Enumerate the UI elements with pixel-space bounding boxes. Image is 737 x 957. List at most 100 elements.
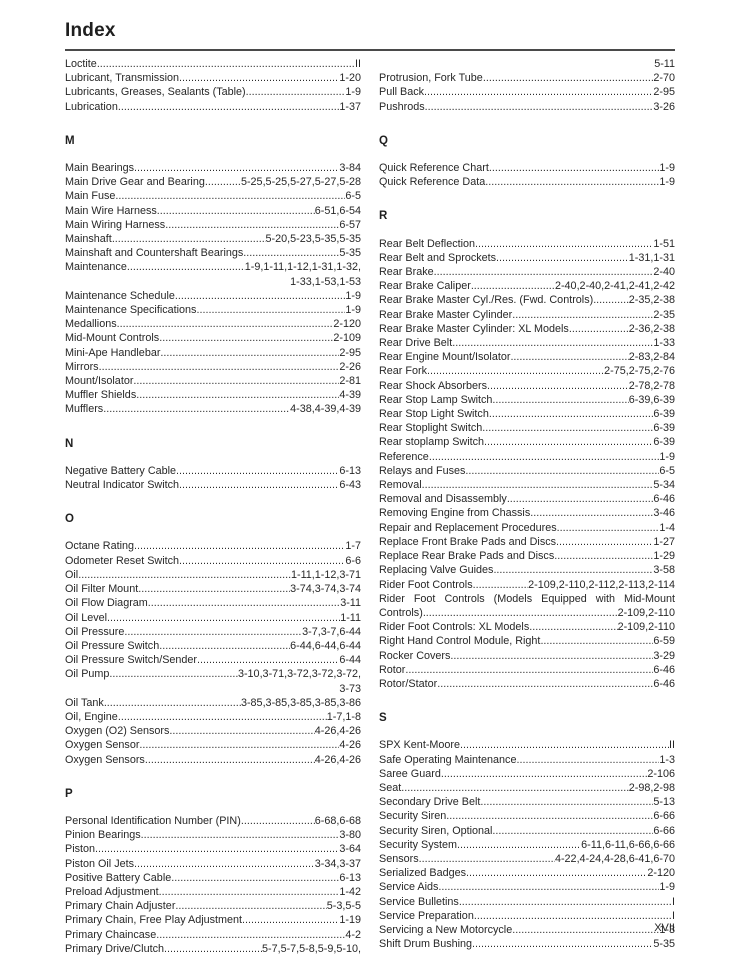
entry-pages: 6-57: [339, 218, 361, 231]
index-entry: Neutral Indicator Switch 6-43: [65, 478, 361, 492]
entry-term: Rear Fork: [379, 365, 427, 378]
entry-pages: 4-38,4-39,4-39: [290, 403, 361, 416]
entry-term: Rear Brake Master Cylinder: XL Models: [379, 322, 569, 335]
index-entry: Oxygen Sensor 4-26: [65, 738, 361, 752]
index-entry: Controls) 2-109,2-110: [379, 606, 675, 620]
entry-pages: 1-9: [345, 304, 361, 317]
index-entry: Secondary Drive Belt 5-13: [379, 795, 675, 809]
entry-term: Odometer Reset Switch: [65, 554, 180, 567]
entry-pages: 6-11,6-11,6-66,6-66: [581, 838, 675, 851]
entry-pages: 2-120: [333, 318, 361, 331]
dot-leader: [134, 161, 339, 175]
dot-leader: [171, 871, 339, 885]
dot-leader: [104, 696, 241, 710]
index-entry: Rider Foot Controls 2-109,2-110,2-112,2-1…: [379, 578, 675, 592]
entry-pages: 4-26: [339, 739, 361, 752]
entry-term: Saree Guard: [379, 767, 441, 780]
dot-leader: [496, 251, 629, 265]
entry-pages: 3-74,3-74,3-74: [290, 583, 361, 596]
index-entry: Right Hand Control Module, Right 6-59: [379, 634, 675, 648]
entry-term: Primary Drive/Clutch: [65, 942, 164, 955]
dot-leader: [460, 738, 669, 752]
entry-term: SPX Kent-Moore: [379, 739, 461, 752]
entry-term: Lubricants, Greases, Sealants (Table): [65, 86, 246, 99]
index-entry: Oil Pressure 3-7,3-7,6-44: [65, 625, 361, 639]
entry-pages: 2-70: [653, 72, 675, 85]
dot-leader: [593, 293, 629, 307]
entry-term: Preload Adjustment: [65, 885, 159, 898]
entry-term: Medallions: [65, 318, 117, 331]
entry-term: Security Siren: [379, 810, 447, 823]
entry-pages: 2-95: [653, 86, 675, 99]
entry-term: Replace Front Brake Pads and Discs: [379, 535, 557, 548]
entry-pages: 3-34,3-37: [314, 857, 361, 870]
index-entry: Negative Battery Cable 6-13: [65, 464, 361, 478]
entry-pages: 1-9: [345, 289, 361, 302]
dot-leader: [97, 57, 355, 71]
dot-leader: [557, 521, 660, 535]
dot-leader: [145, 753, 315, 767]
entry-pages: 3-64: [339, 843, 361, 856]
dot-leader: [118, 100, 340, 114]
index-entry: Quick Reference Chart 1-9: [379, 161, 675, 175]
dot-leader: [471, 279, 555, 293]
section-letter: P: [65, 787, 73, 800]
entry-term: Oil, Engine: [65, 710, 118, 723]
dot-leader: [196, 303, 345, 317]
index-entry: Mainshaft and Countershaft Bearings 5-35: [65, 246, 361, 260]
entry-term: Serialized Badges: [379, 867, 467, 880]
page-title: Index: [65, 20, 116, 41]
entry-pages: 2-35: [653, 308, 675, 321]
index-entry: Mini-Ape Handlebar 2-95: [65, 346, 361, 360]
entry-pages: 4-2: [345, 928, 361, 941]
entry-pages: 6-39: [653, 422, 675, 435]
entry-term: Oil: [65, 568, 79, 581]
index-entry: Positive Battery Cable 6-13: [65, 871, 361, 885]
entry-term: Rear Stop Lamp Switch: [379, 393, 493, 406]
dot-leader: [159, 331, 333, 345]
entry-pages: I: [672, 895, 675, 908]
index-entry: Oil Flow Diagram 3-11: [65, 596, 361, 610]
entry-term: Quick Reference Data: [379, 176, 486, 189]
entry-term: Oil Pump: [65, 668, 110, 681]
entry-pages: 2-81: [339, 375, 361, 388]
dot-leader: [452, 336, 653, 350]
entry-term: Primary Chain, Free Play Adjustment: [65, 914, 243, 927]
entry-pages: 2-83,2-84: [628, 351, 675, 364]
index-section-p: P Personal Identification Number (PIN) 6-6…: [65, 787, 361, 956]
dot-leader: [492, 824, 653, 838]
dot-leader: [429, 450, 660, 464]
dot-leader: [246, 85, 346, 99]
entry-pages: 1-51: [653, 237, 675, 250]
entry-term: Maintenance Schedule: [65, 289, 175, 302]
entry-term: Mufflers: [65, 403, 104, 416]
dot-leader: [405, 663, 653, 677]
entry-pages: 1-3: [659, 753, 675, 766]
entry-term: Loctite: [65, 58, 97, 70]
index-entry: Mid-Mount Controls 2-109: [65, 331, 361, 345]
entry-pages: 2-98,2-98: [628, 781, 675, 794]
index-entry: Replace Rear Brake Pads and Discs 1-29: [379, 549, 675, 563]
entry-pages: 6-13: [339, 464, 361, 477]
entry-pages: 6-59: [653, 635, 675, 648]
dot-leader: [529, 620, 617, 634]
entry-term: Personal Identification Number (PIN): [65, 814, 241, 827]
entry-term: Mid-Mount Controls: [65, 332, 160, 345]
entry-pages: 6-39,6-39: [628, 393, 675, 406]
index-entry: Primary Chaincase 4-2: [65, 928, 361, 942]
index-entry: Maintenance Schedule 1-9: [65, 289, 361, 303]
entry-pages: 6-39: [653, 408, 675, 421]
index-entry: Odometer Reset Switch 6-6: [65, 554, 361, 568]
dot-leader: [179, 478, 339, 492]
entry-pages: 1-3: [659, 923, 675, 936]
entry-term: Oxygen Sensor: [65, 739, 140, 752]
entry-pages: 6-6: [345, 554, 361, 567]
index-entry: Lubrication 1-37: [65, 100, 361, 114]
entry-pages: 5-20,5-23,5-35,5-35: [265, 233, 361, 246]
entry-term: Primary Chain Adjuster: [65, 900, 176, 913]
index-entry: Lubricants, Greases, Sealants (Table) 1-9: [65, 85, 361, 99]
entry-pages: 3-26: [653, 100, 675, 113]
dot-leader: [241, 814, 315, 828]
entry-term: Rear Brake Master Cylinder: [379, 308, 513, 321]
entry-pages: 1-31,1-31: [628, 251, 675, 264]
